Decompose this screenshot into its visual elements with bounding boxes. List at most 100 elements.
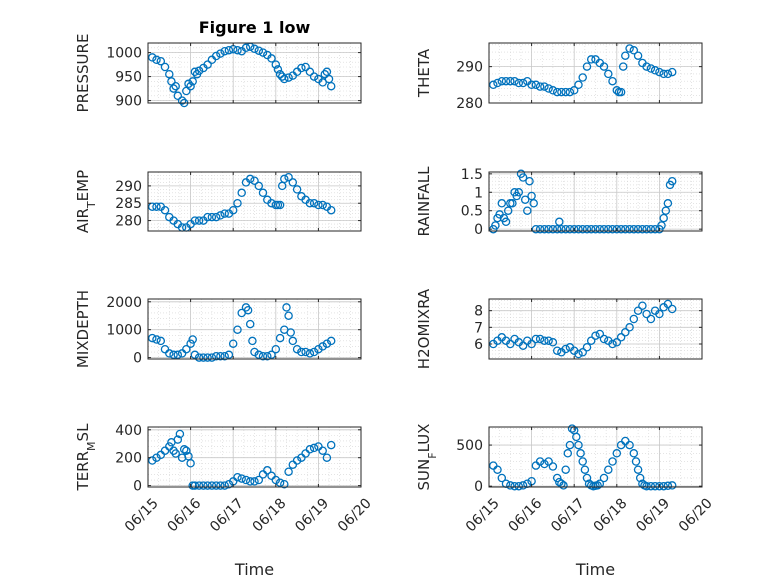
data-point <box>288 460 298 469</box>
data-point <box>203 60 212 69</box>
data-point <box>179 445 189 454</box>
data-point <box>535 457 545 466</box>
data-point <box>156 56 166 66</box>
data-point <box>501 76 511 86</box>
data-point <box>243 305 253 315</box>
data-point <box>211 351 221 361</box>
y-tick-label: 6 <box>474 337 483 353</box>
data-point <box>667 481 677 490</box>
data-point <box>286 328 295 337</box>
data-point <box>633 306 643 315</box>
data-point <box>288 336 298 346</box>
y-tick-label: 1.5 <box>461 167 483 183</box>
y-axis-label: PRESSURE <box>74 34 92 113</box>
data-point <box>527 339 536 349</box>
data-point <box>663 199 673 208</box>
data-point <box>186 459 195 468</box>
data-point <box>292 456 302 465</box>
data-point <box>171 449 180 458</box>
data-point <box>493 465 502 474</box>
data-point <box>199 353 208 362</box>
y-axis-label: TERRMSL <box>74 423 98 492</box>
data-point <box>171 81 180 91</box>
data-point <box>203 212 212 222</box>
y-axis-label: SUNFLUX <box>415 424 439 491</box>
data-point <box>574 80 583 90</box>
data-point <box>194 66 204 76</box>
data-point <box>165 442 174 451</box>
data-point <box>305 198 315 208</box>
data-point <box>506 339 515 349</box>
data-point <box>152 202 161 211</box>
data-point <box>663 69 673 79</box>
data-point <box>326 81 336 91</box>
data-point <box>254 475 264 485</box>
x-tick-label: 06/18 <box>591 495 631 535</box>
data-point <box>258 188 268 198</box>
data-point <box>152 453 161 462</box>
data-point <box>188 335 197 344</box>
y-tick-label: 1000 <box>106 323 142 339</box>
data-point <box>514 481 524 491</box>
data-point <box>540 336 549 345</box>
data-point <box>591 224 600 234</box>
data-point <box>646 64 656 73</box>
minor-grid <box>488 427 703 487</box>
data-point <box>552 473 562 483</box>
data-point <box>254 46 264 55</box>
x-axis-label: Time <box>575 560 615 579</box>
data-point <box>618 62 628 71</box>
data-point <box>563 449 573 458</box>
data-point <box>207 212 217 222</box>
y-axis-label: RAINFALL <box>415 166 433 237</box>
y-tick-label: 290 <box>115 179 142 195</box>
data-point <box>625 224 634 234</box>
data-point <box>245 319 255 329</box>
data-point <box>586 224 596 234</box>
data-point <box>574 224 583 234</box>
data-point <box>510 76 519 86</box>
y-axis-label: MIXDEPTH <box>74 290 92 368</box>
data-point <box>160 344 170 354</box>
data-point <box>578 224 587 234</box>
data-point <box>510 481 519 491</box>
data-point <box>655 309 664 319</box>
data-point <box>501 217 511 227</box>
data-point <box>544 224 553 234</box>
data-point <box>322 453 332 462</box>
data-point <box>569 86 579 95</box>
data-point <box>216 211 225 220</box>
data-point <box>160 62 170 72</box>
data-point <box>629 224 639 234</box>
subplot-rainfall: 0 0.5 1 1.5 RAINFALL <box>415 166 703 238</box>
axes-frame <box>488 171 703 232</box>
axes-frame <box>488 42 703 104</box>
data-point <box>275 333 285 343</box>
data-point <box>491 221 500 230</box>
subplot-pressure: 900 950 1000 PRESSURE Figure 1 low <box>74 18 362 113</box>
data-point <box>642 62 651 71</box>
minor-grid <box>488 43 703 104</box>
data-point <box>595 224 605 234</box>
data-point <box>250 477 259 486</box>
series-markers <box>489 299 677 359</box>
data-point <box>148 456 157 465</box>
data-point <box>267 54 276 63</box>
data-point <box>599 224 609 234</box>
y-tick-label: 285 <box>115 196 142 212</box>
data-point <box>518 173 528 182</box>
data-point <box>548 86 558 95</box>
axes-frame <box>488 298 703 360</box>
data-point <box>224 45 234 55</box>
data-point <box>228 205 238 215</box>
y-tick-label: 0 <box>474 222 483 238</box>
data-point <box>280 74 289 84</box>
axes-frame <box>147 298 362 360</box>
data-point <box>220 351 229 361</box>
data-point <box>604 465 613 474</box>
data-point <box>544 84 553 93</box>
data-point <box>190 67 200 77</box>
data-point <box>518 341 528 350</box>
data-point <box>574 440 583 450</box>
